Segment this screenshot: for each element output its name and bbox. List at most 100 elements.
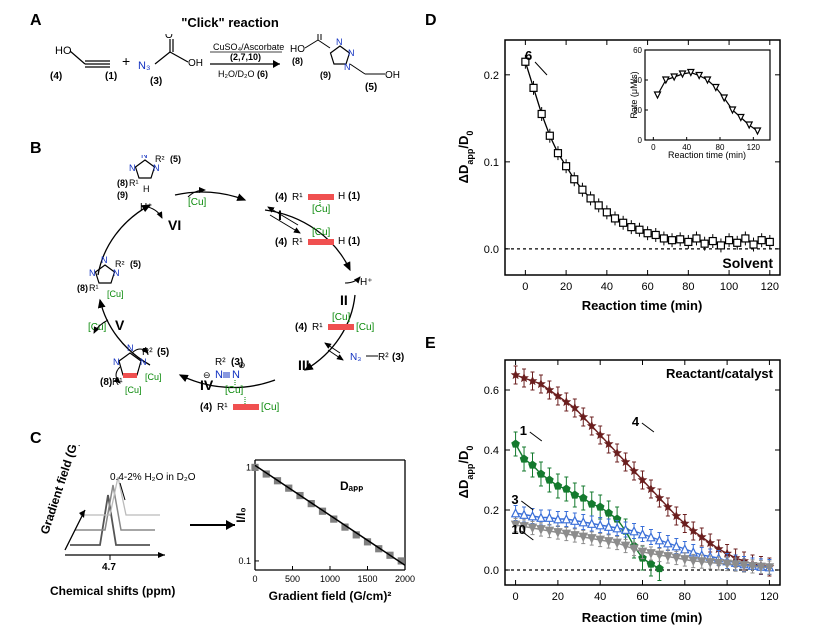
svg-text:100: 100	[720, 281, 738, 293]
svg-text:0: 0	[651, 143, 656, 152]
svg-text:4.7: 4.7	[102, 562, 116, 573]
svg-text:⊖: ⊖	[203, 370, 211, 380]
svg-text:(9): (9)	[117, 190, 128, 200]
svg-text:N: N	[101, 255, 108, 265]
svg-text:N: N	[113, 357, 120, 367]
svg-text:H: H	[338, 236, 345, 247]
svg-text:[Cu]: [Cu]	[261, 402, 280, 413]
svg-text:R¹: R¹	[312, 322, 323, 333]
panel-d-svg: 020406080100120 0.00.10.2 6 Solvent 0408…	[450, 25, 800, 325]
svg-text:60: 60	[636, 591, 648, 603]
svg-text:120: 120	[760, 591, 778, 603]
svg-text:4: 4	[632, 414, 640, 429]
svg-text:(8): (8)	[100, 377, 112, 388]
svg-text:120: 120	[761, 281, 779, 293]
panel-label-a: A	[30, 12, 42, 30]
svg-text:(4): (4)	[50, 71, 62, 82]
svg-text:(8): (8)	[117, 178, 128, 188]
svg-text:Reaction time (min): Reaction time (min)	[668, 150, 746, 160]
svg-text:Reaction time (min): Reaction time (min)	[582, 298, 703, 313]
svg-text:H⁺: H⁺	[360, 277, 373, 288]
svg-text:(1): (1)	[348, 236, 360, 247]
svg-text:N: N	[344, 62, 351, 72]
svg-text:10: 10	[511, 522, 525, 537]
svg-text:[Cu]: [Cu]	[332, 312, 351, 323]
svg-text:2000: 2000	[395, 574, 415, 584]
svg-text:20: 20	[560, 281, 572, 293]
svg-text:R¹: R¹	[217, 402, 228, 413]
svg-text:N: N	[141, 155, 148, 160]
svg-text:R¹: R¹	[112, 377, 123, 388]
c-right-plot: 0500100015002000 0.11 Dₐₚₚ	[238, 460, 415, 584]
svg-text:120: 120	[747, 143, 761, 152]
panel-d: 020406080100120 0.00.10.2 6 Solvent 0408…	[450, 25, 800, 325]
svg-text:Solvent: Solvent	[722, 255, 773, 271]
svg-text:40: 40	[601, 281, 613, 293]
svg-text:[Cu]: [Cu]	[107, 289, 124, 299]
svg-text:OH: OH	[188, 58, 203, 69]
svg-text:0.6: 0.6	[484, 385, 499, 397]
panel-a-scheme: HO (4) (1) + N₃ O OH (3) CuSO₄/Ascorbate…	[50, 34, 410, 129]
svg-text:N: N	[127, 343, 134, 353]
svg-text:III: III	[298, 357, 310, 373]
svg-text:N: N	[113, 268, 120, 278]
svg-text:R¹: R¹	[89, 283, 99, 293]
svg-text:R¹: R¹	[129, 178, 139, 188]
svg-text:O: O	[165, 34, 173, 41]
svg-text:V: V	[115, 317, 125, 333]
svg-text:(1): (1)	[105, 71, 117, 82]
svg-text:(4): (4)	[295, 322, 307, 333]
svg-text:0.1: 0.1	[238, 556, 251, 566]
svg-text:80: 80	[682, 281, 694, 293]
svg-text:ΔDapp/D0: ΔDapp/D0	[456, 131, 475, 184]
svg-text:(5): (5)	[365, 82, 377, 93]
svg-text:0.0: 0.0	[484, 244, 499, 256]
svg-text:N: N	[232, 369, 240, 381]
svg-text:Reaction time (min): Reaction time (min)	[582, 610, 703, 625]
svg-text:3: 3	[511, 492, 518, 507]
svg-text:HO: HO	[55, 45, 72, 57]
svg-text:CuSO₄/Ascorbate: CuSO₄/Ascorbate	[213, 42, 284, 52]
svg-text:(4): (4)	[200, 402, 212, 413]
svg-text:Gradient field (G/cm)²: Gradient field (G/cm)²	[269, 589, 392, 603]
svg-text:80: 80	[679, 591, 691, 603]
svg-text:[Cu]: [Cu]	[188, 197, 207, 208]
svg-text:N: N	[129, 163, 136, 173]
svg-text:(8): (8)	[77, 283, 88, 293]
panel-label-e: E	[425, 335, 436, 353]
svg-text:(9): (9)	[320, 70, 331, 80]
svg-text:100: 100	[718, 591, 736, 603]
svg-text:1: 1	[520, 423, 527, 438]
svg-text:I: I	[278, 207, 282, 223]
panel-e-svg: 020406080100120 0.00.20.40.6 Reactant/ca…	[450, 350, 800, 635]
panel-a-title: "Click" reaction	[50, 15, 410, 30]
svg-text:Reactant/catalyst: Reactant/catalyst	[666, 366, 774, 381]
svg-text:0.0: 0.0	[484, 565, 499, 577]
svg-text:1500: 1500	[357, 574, 377, 584]
svg-text:R²: R²	[215, 357, 226, 368]
svg-text:N: N	[89, 268, 96, 278]
svg-text:OH: OH	[385, 70, 400, 81]
svg-text:[Cu]: [Cu]	[145, 372, 162, 382]
svg-text:N: N	[348, 48, 355, 58]
svg-text:I/I₀: I/I₀	[234, 507, 248, 522]
svg-text:⊕: ⊕	[238, 360, 246, 370]
svg-text:0: 0	[252, 574, 257, 584]
svg-text:(4): (4)	[275, 237, 287, 248]
svg-text:0.2: 0.2	[484, 505, 499, 517]
svg-text:0: 0	[513, 591, 519, 603]
svg-text:(3): (3)	[150, 76, 162, 87]
panel-a: "Click" reaction HO (4) (1) + N₃ O OH (3…	[50, 15, 410, 135]
svg-text:R¹: R¹	[292, 237, 303, 248]
svg-text:HO: HO	[290, 44, 305, 55]
c-left-annot: 0.4-2% H₂O in D₂O	[110, 472, 196, 483]
svg-text:0: 0	[522, 281, 528, 293]
svg-text:[Cu]: [Cu]	[356, 322, 375, 333]
svg-text:1000: 1000	[320, 574, 340, 584]
svg-text:N: N	[336, 37, 343, 47]
svg-text:N₃: N₃	[138, 60, 150, 72]
svg-text:(8): (8)	[292, 56, 303, 66]
svg-text:20: 20	[552, 591, 564, 603]
svg-text:0: 0	[638, 136, 643, 145]
svg-text:(5): (5)	[130, 259, 141, 269]
